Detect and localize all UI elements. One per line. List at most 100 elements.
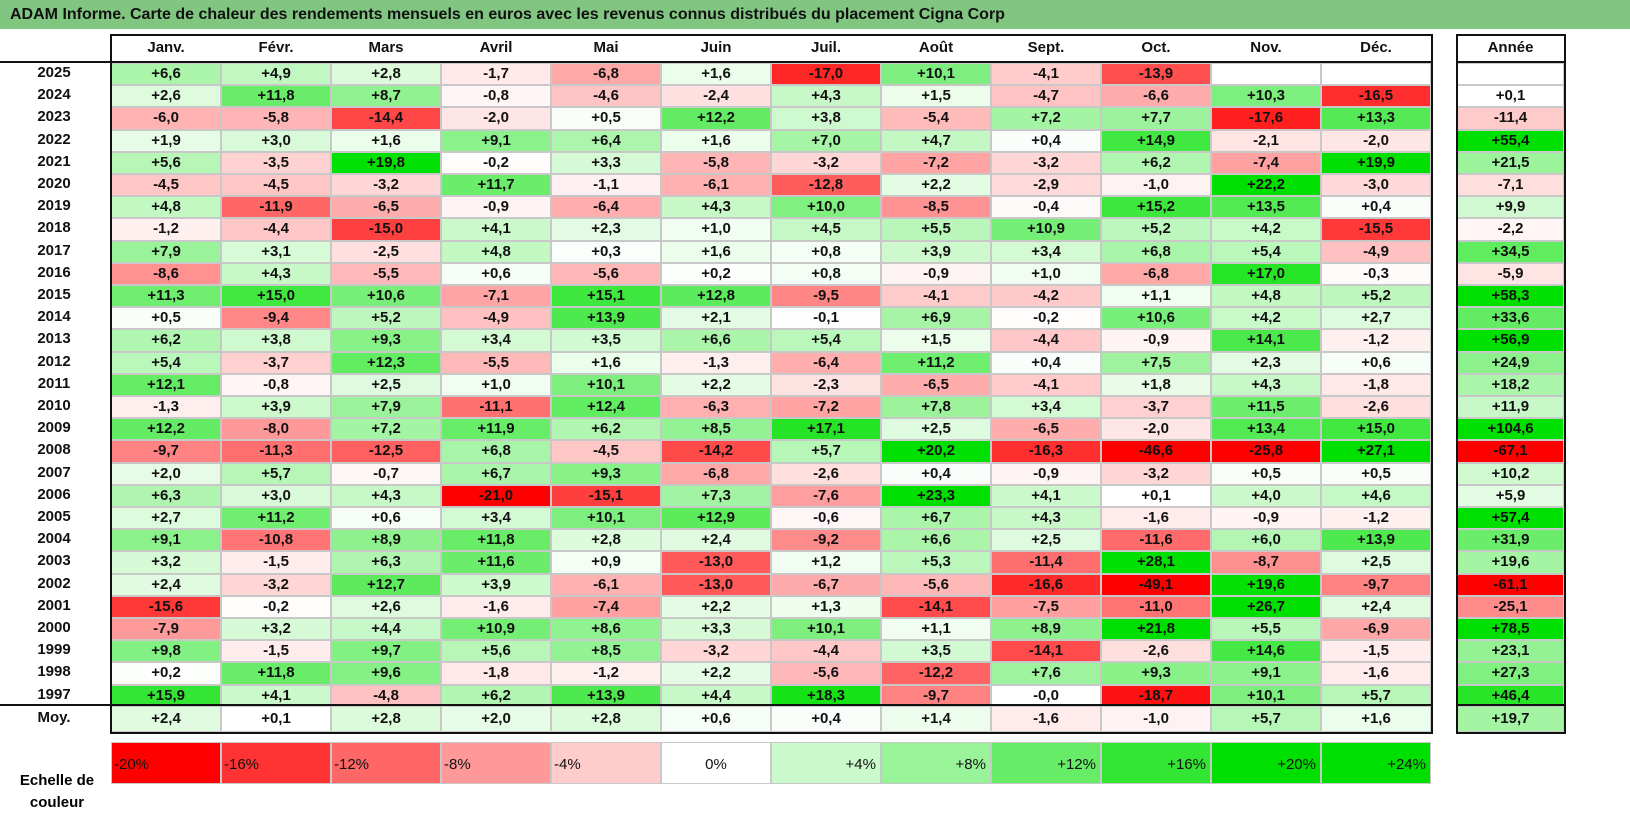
heatmap-cell: +2,2 <box>881 174 991 197</box>
heatmap-cell: -0,9 <box>881 262 991 285</box>
heatmap-cell: +6,7 <box>441 462 551 485</box>
heatmap-cell: +1,1 <box>1101 285 1211 308</box>
heatmap-cell: -2,5 <box>331 240 441 263</box>
color-scale-swatch: -8% <box>441 742 551 784</box>
heatmap-cell: -5,6 <box>881 573 991 596</box>
heatmap-cell: +0,2 <box>661 262 771 285</box>
heatmap-cell: +6,3 <box>111 484 221 507</box>
heatmap-cell: +10,1 <box>881 63 991 86</box>
heatmap-cell: +0,4 <box>991 351 1101 374</box>
heatmap-cell: -7,4 <box>1211 151 1321 174</box>
average-rule-annual <box>1457 704 1566 706</box>
heatmap-cell: +11,7 <box>441 174 551 197</box>
heatmap-cell: +7,2 <box>991 107 1101 130</box>
heatmap-cell: +2,2 <box>661 662 771 685</box>
heatmap-cell: +2,3 <box>551 218 661 241</box>
heatmap-cell: -3,2 <box>1101 462 1211 485</box>
heatmap-cell: +7,0 <box>771 129 881 152</box>
color-scale-swatch: +4% <box>771 742 881 784</box>
heatmap-cell: -4,9 <box>1321 240 1431 263</box>
heatmap-cell: +8,9 <box>991 618 1101 641</box>
heatmap-cell: +5,4 <box>111 351 221 374</box>
year-label: 2006 <box>37 485 71 503</box>
heatmap-cell: -2,6 <box>771 462 881 485</box>
heatmap-cell: +0,4 <box>881 462 991 485</box>
heatmap-cell: +3,4 <box>991 396 1101 419</box>
heatmap-cell: -0,9 <box>991 462 1101 485</box>
heatmap-cell: +9,3 <box>331 329 441 352</box>
heatmap-cell: -6,8 <box>551 63 661 86</box>
heatmap-cell: +17,0 <box>1211 262 1321 285</box>
heatmap-cell: -6,4 <box>551 196 661 219</box>
heatmap-cell: +11,8 <box>221 662 331 685</box>
heatmap-cell: -7,6 <box>771 484 881 507</box>
month-header: Juin <box>661 35 771 62</box>
heatmap-cell: -6,4 <box>771 351 881 374</box>
year-label: 2004 <box>37 530 71 548</box>
heatmap-cell: +3,2 <box>111 551 221 574</box>
heatmap-cell: +4,3 <box>991 507 1101 530</box>
month-header: Avril <box>441 35 551 62</box>
heatmap-cell: +5,2 <box>1321 285 1431 308</box>
heatmap-cell: +4,4 <box>661 684 771 707</box>
heatmap-cell: +1,0 <box>661 218 771 241</box>
heatmap-cell: -6,6 <box>1101 85 1211 108</box>
heatmap-cell: +1,0 <box>991 262 1101 285</box>
heatmap-cell: +4,9 <box>221 63 331 86</box>
heatmap-cell: +6,9 <box>881 307 991 330</box>
heatmap-cell: -1,6 <box>1321 662 1431 685</box>
year-label: 2021 <box>37 152 71 170</box>
heatmap-cell: +10,1 <box>551 373 661 396</box>
average-rule <box>0 704 1433 706</box>
heatmap-cell: +5,4 <box>771 329 881 352</box>
month-header: Mars <box>331 35 441 62</box>
heatmap-cell: +0,4 <box>991 129 1101 152</box>
color-scale-swatch: +24% <box>1321 742 1431 784</box>
average-cell: +0,4 <box>771 706 881 732</box>
heatmap-cell: +3,2 <box>221 618 331 641</box>
heatmap-cell: -3,2 <box>331 174 441 197</box>
heatmap-cell: +4,5 <box>771 218 881 241</box>
heatmap-cell: +6,6 <box>881 529 991 552</box>
heatmap-cell: +2,7 <box>111 507 221 530</box>
heatmap-cell: +7,6 <box>991 662 1101 685</box>
heatmap-cell: -9,7 <box>1321 573 1431 596</box>
heatmap-cell: -4,1 <box>991 63 1101 86</box>
heatmap-cell: +12,7 <box>331 573 441 596</box>
heatmap-cell: -6,1 <box>661 174 771 197</box>
heatmap-cell: +2,4 <box>661 529 771 552</box>
heatmap-cell: -5,6 <box>771 662 881 685</box>
annual-cell: -67,1 <box>1457 440 1564 463</box>
heatmap-cell: -0,7 <box>331 462 441 485</box>
heatmap-cell: -6,5 <box>331 196 441 219</box>
annual-cell: +33,6 <box>1457 307 1564 330</box>
heatmap-cell: -4,7 <box>991 85 1101 108</box>
heatmap-cell: +19,8 <box>331 151 441 174</box>
annual-cell: +27,3 <box>1457 662 1564 685</box>
annual-cell: +78,5 <box>1457 618 1564 641</box>
heatmap-cell: +3,8 <box>771 107 881 130</box>
month-header: Sept. <box>991 35 1101 62</box>
heatmap-cell: +15,1 <box>551 285 661 308</box>
average-cell: +1,4 <box>881 706 991 732</box>
heatmap-cell: +0,9 <box>551 551 661 574</box>
heatmap-cell: -15,6 <box>111 595 221 618</box>
heatmap-cell: +2,8 <box>331 63 441 86</box>
heatmap-cell: +11,6 <box>441 551 551 574</box>
heatmap-cell: -0,2 <box>991 307 1101 330</box>
heatmap-cell: +6,8 <box>1101 240 1211 263</box>
heatmap-cell: -15,5 <box>1321 218 1431 241</box>
heatmap-cell: -12,5 <box>331 440 441 463</box>
heatmap-cell: +0,5 <box>1321 462 1431 485</box>
heatmap-cell: -0,9 <box>441 196 551 219</box>
color-scale-swatch: 0% <box>661 742 771 784</box>
heatmap-cell: -1,0 <box>1101 174 1211 197</box>
heatmap-cell: +2,1 <box>661 307 771 330</box>
heatmap-cell: -14,1 <box>881 595 991 618</box>
heatmap-cell: -2,4 <box>661 85 771 108</box>
heatmap-cell: -1,8 <box>441 662 551 685</box>
heatmap-cell: -0,2 <box>441 151 551 174</box>
month-header: Déc. <box>1321 35 1431 62</box>
heatmap-cell: +2,5 <box>331 373 441 396</box>
heatmap-cell: +1,1 <box>881 618 991 641</box>
